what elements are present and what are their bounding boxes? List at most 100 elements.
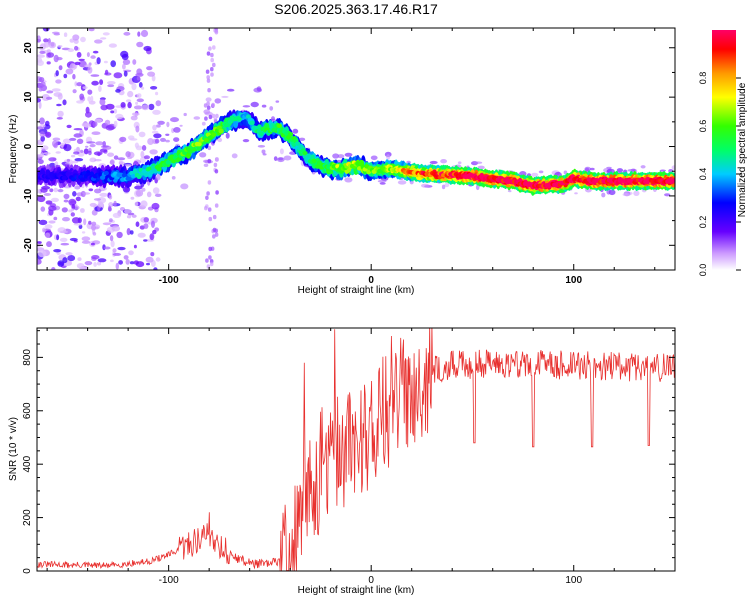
noise-blob: [88, 188, 94, 192]
noise-blob: [98, 85, 102, 92]
noise-blob: [112, 248, 117, 253]
y-tick-label: 10: [23, 91, 34, 103]
noise-blob: [606, 168, 615, 174]
noise-blob: [140, 150, 145, 159]
ridge-peak: [216, 125, 222, 130]
noise-blob: [71, 160, 79, 164]
noise-blob: [72, 191, 77, 197]
x-tick-label: 0: [368, 575, 374, 586]
noise-blob: [85, 111, 92, 118]
noise-blob: [68, 198, 77, 206]
noise-blob: [152, 187, 160, 195]
y-tick-label: 400: [22, 455, 33, 472]
noise-blob: [477, 165, 485, 170]
y-tick-label: 20: [23, 42, 34, 54]
noise-blob: [48, 220, 56, 224]
noise-blob: [135, 183, 140, 187]
noise-blob: [43, 38, 49, 43]
noise-blob: [48, 157, 57, 162]
noise-blob: [149, 233, 155, 241]
colorbar: 0.0 0.2 0.4 0.6 0.8 Normalized spectral ampl…: [698, 30, 748, 276]
noise-blob: [56, 57, 63, 61]
noise-blob: [152, 109, 161, 115]
noise-blob: [59, 230, 69, 234]
noise-blob: [166, 121, 170, 128]
ridge-peak: [211, 132, 217, 137]
noise-blob: [126, 228, 131, 236]
noise-blob: [47, 52, 55, 58]
noise-blob: [53, 54, 59, 63]
noise-blob: [91, 209, 98, 216]
noise-blob: [46, 61, 51, 65]
noise-blob: [123, 70, 128, 77]
noise-blob: [140, 200, 148, 208]
noise-blob: [81, 122, 90, 128]
noise-blob: [261, 149, 266, 154]
noise-blob: [344, 152, 353, 157]
noise-blob: [46, 96, 53, 100]
ridge-peak: [143, 172, 149, 178]
noise-blob: [183, 112, 187, 117]
noise-blob: [134, 201, 139, 207]
noise-blob: [153, 133, 162, 139]
noise-blob: [62, 257, 68, 264]
noise-blob: [215, 157, 219, 162]
noise-blob: [337, 154, 345, 159]
noise-blob: [53, 143, 58, 149]
y-tick-label: 800: [22, 349, 33, 366]
noise-blob: [298, 137, 306, 141]
noise-blob: [84, 261, 93, 266]
noise-blob: [69, 38, 75, 43]
snr-frame: [36, 327, 676, 572]
snr-line: [37, 328, 675, 571]
ridge-peak: [132, 169, 138, 175]
noise-blob: [78, 224, 83, 229]
ridge-peak: [103, 170, 109, 176]
noise-blob: [123, 164, 133, 168]
colorbar-label: Normalized spectral amplitude: [737, 82, 748, 217]
noise-blob: [37, 189, 41, 194]
noise-blob: [206, 51, 211, 56]
noise-blob: [440, 159, 447, 164]
noise-blob: [110, 240, 115, 248]
noise-blob: [143, 155, 150, 160]
noise-blob: [212, 62, 216, 68]
noise-blob: [207, 207, 212, 212]
noise-blob: [344, 177, 353, 183]
noise-blob: [76, 51, 82, 58]
y-tick-label: 200: [22, 509, 33, 526]
ridge-peak: [203, 137, 210, 143]
noise-blob: [75, 196, 81, 202]
noise-blob: [208, 246, 212, 252]
noise-blob: [283, 155, 292, 161]
noise-blob: [110, 259, 114, 263]
noise-blob: [71, 204, 76, 210]
noise-blob: [92, 232, 97, 236]
y-tick-label: -20: [23, 238, 34, 253]
noise-blob: [74, 61, 81, 66]
noise-blob: [46, 241, 52, 248]
noise-blob: [102, 32, 110, 36]
noise-blob: [92, 50, 99, 54]
noise-blob: [207, 180, 212, 185]
noise-blob: [110, 60, 116, 68]
noise-blob: [204, 111, 213, 116]
noise-blob: [205, 97, 212, 102]
noise-blob: [116, 231, 123, 239]
noise-blob: [87, 89, 93, 95]
noise-blob: [180, 183, 189, 190]
noise-blob: [151, 202, 160, 210]
ridge-peak: [276, 123, 282, 129]
noise-blob: [147, 71, 156, 77]
noise-blob: [206, 105, 211, 110]
ridge-peak: [125, 176, 131, 181]
noise-blob: [73, 133, 83, 138]
noise-blob: [40, 206, 46, 212]
noise-blob: [127, 90, 134, 98]
noise-blob: [37, 159, 44, 165]
noise-blob: [91, 255, 100, 260]
noise-blob: [123, 255, 129, 260]
colorbar-gradient: [712, 30, 736, 270]
noise-blob: [206, 191, 210, 196]
noise-blob: [37, 98, 41, 103]
